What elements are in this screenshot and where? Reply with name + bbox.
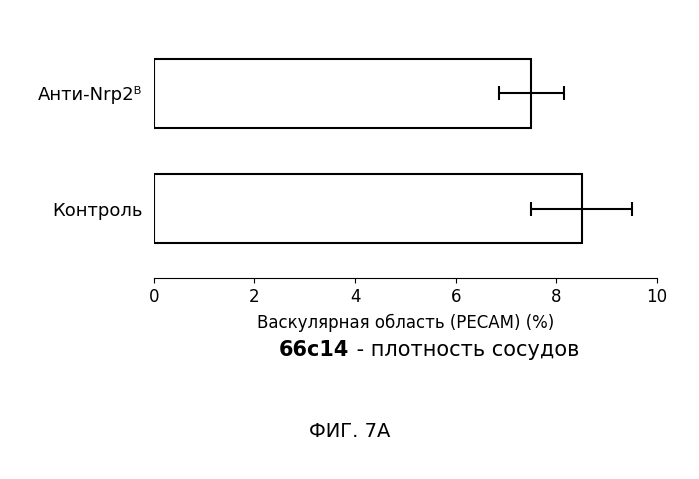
Text: - плотность сосудов: - плотность сосудов: [350, 340, 579, 360]
Bar: [154, 174, 582, 243]
X-axis label: Васкулярная область (PECAM) (%): Васкулярная область (PECAM) (%): [257, 314, 554, 332]
Text: ФИГ. 7А: ФИГ. 7А: [309, 422, 390, 441]
Bar: [154, 58, 531, 128]
Text: 66с14: 66с14: [279, 340, 350, 360]
